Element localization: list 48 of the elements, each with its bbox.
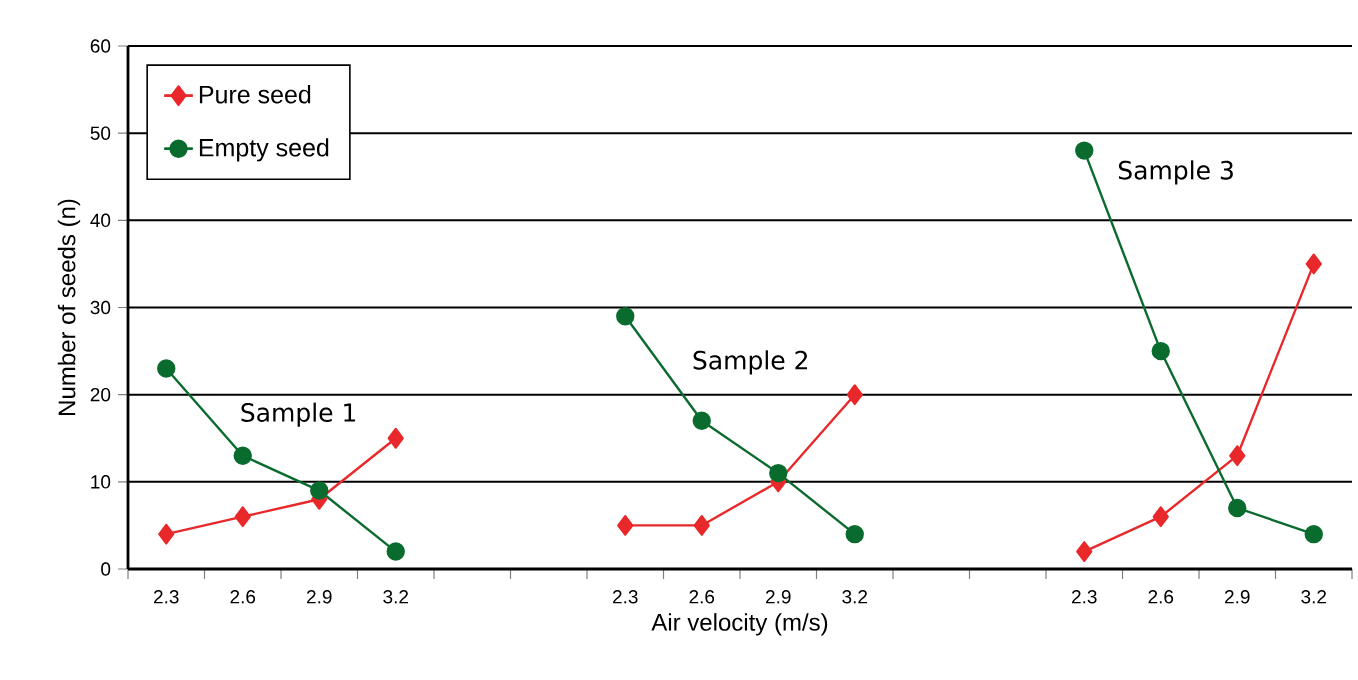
point — [617, 515, 634, 536]
point — [1304, 524, 1323, 544]
point — [1075, 141, 1094, 160]
x-tick-label: 2.3 — [613, 590, 638, 604]
x-tick-label: 2.9 — [1225, 590, 1250, 604]
point — [845, 524, 864, 544]
point — [1305, 253, 1322, 275]
point — [1151, 341, 1170, 361]
point — [616, 307, 635, 326]
y-tick-label: 10 — [91, 475, 111, 489]
point — [233, 446, 252, 465]
point — [386, 542, 405, 561]
x-tick-label: 2.9 — [307, 590, 332, 604]
y-axis-title: Number of seeds (n) — [57, 199, 81, 415]
y-tick-label: 60 — [90, 39, 111, 53]
point — [1152, 506, 1169, 528]
point — [1228, 498, 1247, 518]
x-axis-title: Air velocity (m/s) — [651, 613, 828, 636]
y-tick-label: 50 — [90, 126, 111, 140]
annotation: Sample 3 — [1118, 160, 1233, 185]
point — [158, 523, 175, 545]
x-tick-label: 3.2 — [383, 590, 409, 604]
point — [387, 427, 404, 449]
point — [769, 463, 788, 483]
x-tick-label: 2.3 — [154, 590, 179, 604]
x-tick-label: 2.3 — [1072, 590, 1097, 604]
point — [1229, 445, 1246, 467]
x-tick-label: 3.2 — [842, 590, 868, 604]
x-tick-label: 2.6 — [689, 590, 715, 604]
y-tick-label: 0 — [101, 562, 111, 576]
annotation: Sample 2 — [693, 350, 807, 375]
x-tick-label: 2.9 — [766, 590, 791, 604]
y-tick-label: 20 — [90, 387, 111, 402]
point — [234, 506, 251, 528]
annotation: Sample 1 — [241, 402, 356, 427]
y-tick-label: 30 — [90, 300, 111, 315]
point — [310, 481, 329, 500]
point — [1076, 541, 1093, 562]
y-tick-label: 40 — [90, 213, 111, 228]
legend-label: Empty seed — [199, 138, 329, 162]
point — [693, 515, 710, 536]
legend-label: Pure seed — [199, 85, 311, 104]
point — [157, 359, 176, 378]
point — [692, 411, 711, 431]
point — [846, 384, 863, 406]
x-tick-label: 2.6 — [230, 590, 256, 604]
x-tick-label: 2.6 — [1148, 590, 1174, 604]
x-tick-label: 3.2 — [1301, 590, 1327, 604]
